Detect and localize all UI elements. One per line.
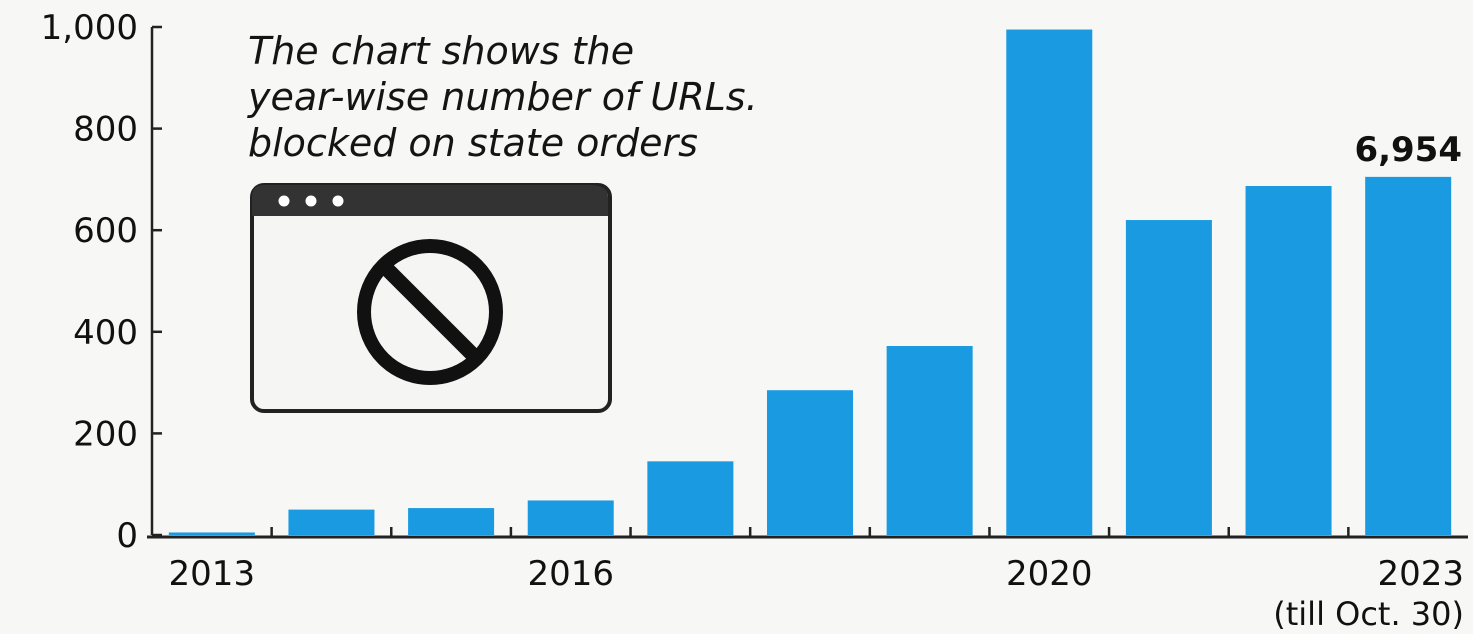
- bar-2016: [527, 500, 614, 535]
- bar-2014: [288, 509, 375, 535]
- browser-dot-icon: [332, 195, 344, 207]
- blocked-browser-window-icon: [250, 183, 612, 413]
- x-tick-label: 2016: [527, 554, 614, 594]
- y-tick-label: 0: [116, 516, 138, 556]
- browser-title-bar: [252, 185, 608, 216]
- bar-2023: [1365, 176, 1452, 536]
- bar-2015: [408, 508, 495, 535]
- x-tick-label: 2023: [1377, 554, 1464, 594]
- x-tick-label: 2013: [169, 554, 256, 594]
- y-tick-label: 800: [73, 110, 138, 150]
- data-label-2023: 6,954: [1354, 130, 1462, 170]
- chart-annotation: The chart shows the year-wise number of …: [248, 28, 888, 166]
- bar-2013: [168, 532, 255, 535]
- prohibited-icon: [357, 239, 503, 385]
- y-tick-label: 600: [73, 211, 138, 251]
- browser-dot-icon: [305, 195, 317, 207]
- bar-2018: [767, 390, 853, 535]
- annotation-line-3: blocked on state orders: [248, 121, 698, 165]
- bar-2017: [647, 461, 734, 535]
- y-tick-label: 200: [73, 414, 138, 454]
- annotation-line-2: year-wise number of URLs.: [248, 75, 758, 119]
- bar-2019: [886, 346, 973, 535]
- y-tick-label: 400: [73, 313, 138, 353]
- bar-2022: [1245, 186, 1332, 535]
- browser-dot-icon: [278, 195, 290, 207]
- x-tick-label: 2020: [1006, 554, 1093, 594]
- x-tick-sublabel: (till Oct. 30): [1273, 595, 1464, 630]
- y-tick-label: 1,000: [41, 8, 138, 48]
- bar-2021: [1125, 220, 1212, 536]
- annotation-line-1: The chart shows the: [248, 29, 635, 73]
- bar-2020: [1006, 29, 1093, 535]
